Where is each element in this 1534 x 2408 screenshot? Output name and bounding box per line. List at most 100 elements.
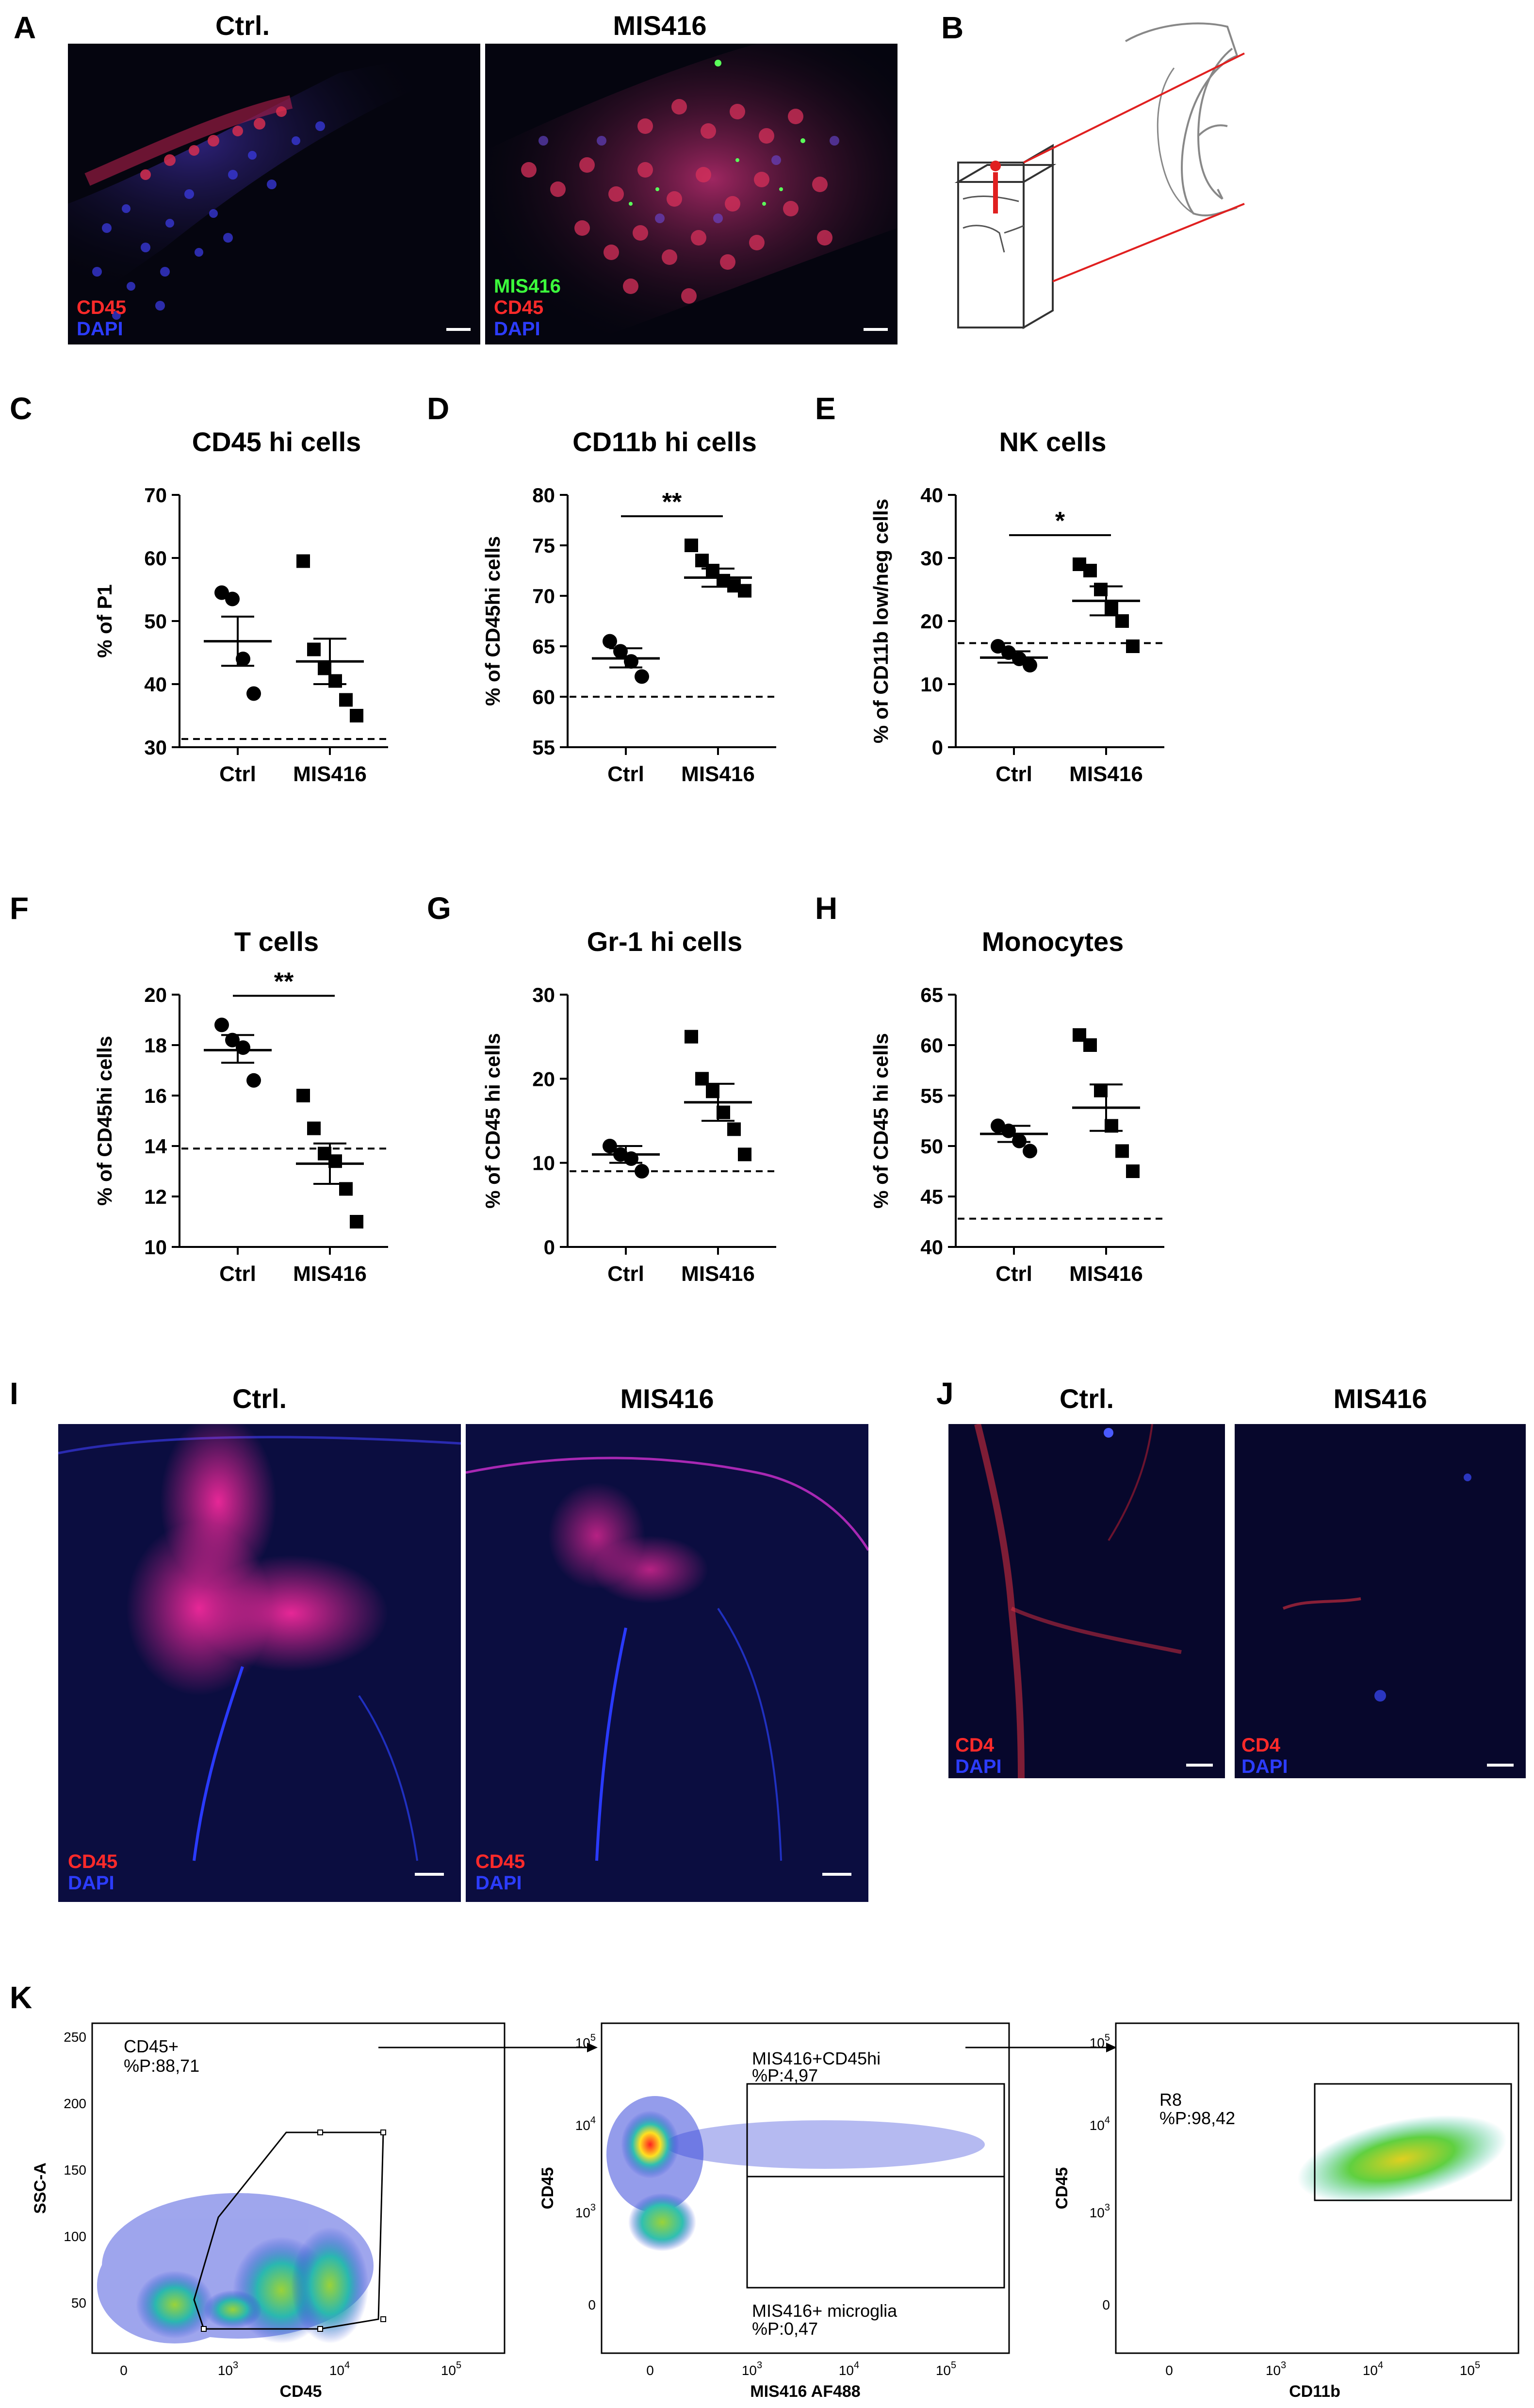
- y-tick: 104: [1090, 2115, 1110, 2133]
- x-tick-label: MIS416: [681, 762, 755, 786]
- y-axis-label: % of CD45hi cells: [93, 1036, 116, 1206]
- legend-dapi: DAPI: [494, 318, 540, 340]
- scale-bar: [822, 1873, 851, 1876]
- chart-title: T cells: [234, 926, 319, 957]
- data-point-mis416: [738, 584, 751, 598]
- y-tick: 0: [588, 2297, 596, 2312]
- y-axis-label: % of CD45hi cells: [481, 536, 504, 706]
- y-tick-label: 20: [532, 1067, 555, 1090]
- data-point-mis416: [685, 539, 698, 552]
- data-point-mis416: [1083, 564, 1097, 577]
- y-tick-label: 40: [920, 484, 943, 507]
- y-tick: 100: [64, 2229, 86, 2244]
- y-tick-label: 18: [144, 1034, 167, 1057]
- scale-bar: [1186, 1764, 1213, 1767]
- y-tick-label: 30: [144, 736, 167, 759]
- y-tick-label: 45: [920, 1185, 943, 1208]
- data-point-ctrl: [1001, 645, 1016, 660]
- data-point-mis416: [350, 709, 363, 722]
- x-tick-label: Ctrl: [607, 1262, 644, 1286]
- y-tick-label: 0: [932, 736, 943, 759]
- y-tick-label: 70: [532, 585, 555, 607]
- legend-cd4: CD4: [955, 1735, 995, 1756]
- data-point-ctrl: [1023, 1144, 1037, 1159]
- panel-A-title-mis416: MIS416: [613, 10, 707, 41]
- y-ticks: 250 200 150 100 50: [64, 2030, 86, 2310]
- chart-gr1-hi-cells: Gr-1 hi cells 0 10 20 30 Ctrl MIS416 % of CD45 …: [481, 926, 776, 1286]
- micrograph-A-ctrl: CD45 DAPI: [68, 44, 480, 344]
- legend-dapi: DAPI: [1241, 1756, 1288, 1777]
- y-tick-label: 16: [144, 1084, 167, 1107]
- y-tick-label: 65: [532, 635, 555, 658]
- legend-dapi: DAPI: [77, 318, 123, 340]
- x-tick: 105: [441, 2360, 461, 2378]
- y-tick-label: 10: [920, 673, 943, 696]
- gate-arrow-2: [965, 2043, 1117, 2052]
- panel-J-title-mis416: MIS416: [1333, 1383, 1427, 1414]
- legend-cd45: CD45: [68, 1851, 118, 1872]
- data-point-mis416: [307, 1121, 321, 1135]
- x-tick-label: MIS416: [1069, 762, 1143, 786]
- y-tick-label: 55: [920, 1084, 943, 1107]
- panel-label-E: E: [815, 391, 836, 426]
- x-axis-label: MIS416 AF488: [750, 2382, 860, 2401]
- x-ticks: 0 103 104 105: [1165, 2360, 1480, 2378]
- y-tick-label: 0: [544, 1236, 555, 1259]
- scale-bar: [415, 1873, 444, 1876]
- significance-marker: *: [1055, 507, 1065, 535]
- legend-dapi: DAPI: [955, 1756, 1002, 1777]
- y-axis-label: % of P1: [93, 584, 116, 658]
- panel-label-H: H: [815, 891, 838, 926]
- x-tick-label: Ctrl: [219, 762, 256, 786]
- y-tick-label: 80: [532, 484, 555, 507]
- x-tick-label: Ctrl: [995, 762, 1032, 786]
- x-tick: 0: [120, 2363, 128, 2378]
- data-point-ctrl: [603, 634, 617, 649]
- x-tick-label: MIS416: [1069, 1262, 1143, 1286]
- data-point-mis416: [1083, 1038, 1097, 1052]
- data-point-mis416: [1126, 639, 1140, 653]
- y-tick-label: 50: [144, 610, 167, 633]
- legend-J-mis416: CD4 DAPI: [1241, 1735, 1288, 1777]
- legend-cd4: CD4: [1241, 1735, 1281, 1756]
- x-tick: 103: [218, 2360, 238, 2378]
- data-point-mis416: [296, 554, 310, 568]
- flow-plot-cd11b-cd45: R8 %P:98,42 105 104 103 0 0 103 104 105 …: [1053, 2022, 1519, 2401]
- panel-label-K: K: [10, 1980, 33, 2015]
- y-tick-label: 14: [144, 1135, 167, 1158]
- y-tick: 105: [575, 2032, 596, 2050]
- legend-mis416: MIS416: [494, 276, 561, 297]
- chart-title: Monocytes: [982, 926, 1124, 957]
- chart-cd45-hi-cells: CD45 hi cells 30 40 50 60 70 Ctrl MIS416 % of P1: [93, 426, 388, 786]
- chart-title: Gr-1 hi cells: [587, 926, 743, 957]
- gate-percent: %P:0,47: [752, 2319, 818, 2339]
- chart-t-cells: T cells 10 12 14 16 18 20 Ctrl MIS416 % of CD45hi…: [93, 926, 388, 1286]
- data-point-ctrl: [246, 1073, 261, 1088]
- y-tick: 105: [1090, 2032, 1110, 2050]
- data-point-mis416: [307, 642, 321, 656]
- panel-label-D: D: [427, 391, 450, 426]
- micrograph-J-ctrl-art: [948, 1424, 1225, 1778]
- data-point-mis416: [685, 1030, 698, 1044]
- gate-label: CD45+: [124, 2036, 179, 2056]
- data-point-mis416: [339, 693, 353, 707]
- data-point-ctrl: [991, 639, 1005, 654]
- y-axis-label: SSC-A: [31, 2162, 49, 2214]
- x-tick-label: Ctrl: [219, 1262, 256, 1286]
- significance-marker: **: [662, 488, 682, 516]
- panel-label-C: C: [10, 391, 33, 426]
- scale-bar: [446, 328, 471, 331]
- data-point-ctrl: [1012, 1133, 1027, 1148]
- micrograph-A-mis416: MIS416 CD45 DAPI: [485, 44, 898, 344]
- panel-label-A: A: [14, 10, 36, 45]
- data-point-ctrl: [236, 652, 250, 666]
- x-axis-label: CD45: [280, 2382, 322, 2401]
- brain-slice-schematic: [954, 22, 1245, 329]
- x-axis-label: CD11b: [1289, 2382, 1340, 2401]
- y-tick-label: 20: [144, 983, 167, 1006]
- y-tick-label: 70: [144, 484, 167, 507]
- y-axis-label: CD45: [539, 2167, 557, 2210]
- x-tick: 104: [1363, 2360, 1383, 2378]
- legend-I-ctrl: CD45 DAPI: [68, 1851, 117, 1894]
- chart-monocytes: Monocytes 40 45 50 55 60 65 Ctrl MIS416 % of CD45…: [869, 926, 1164, 1286]
